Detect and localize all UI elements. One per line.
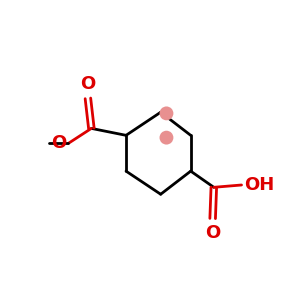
Text: O: O	[205, 224, 220, 242]
Text: OH: OH	[244, 176, 274, 194]
Circle shape	[160, 131, 173, 145]
Text: O: O	[80, 75, 95, 93]
Text: O: O	[51, 134, 66, 152]
Circle shape	[160, 106, 173, 120]
